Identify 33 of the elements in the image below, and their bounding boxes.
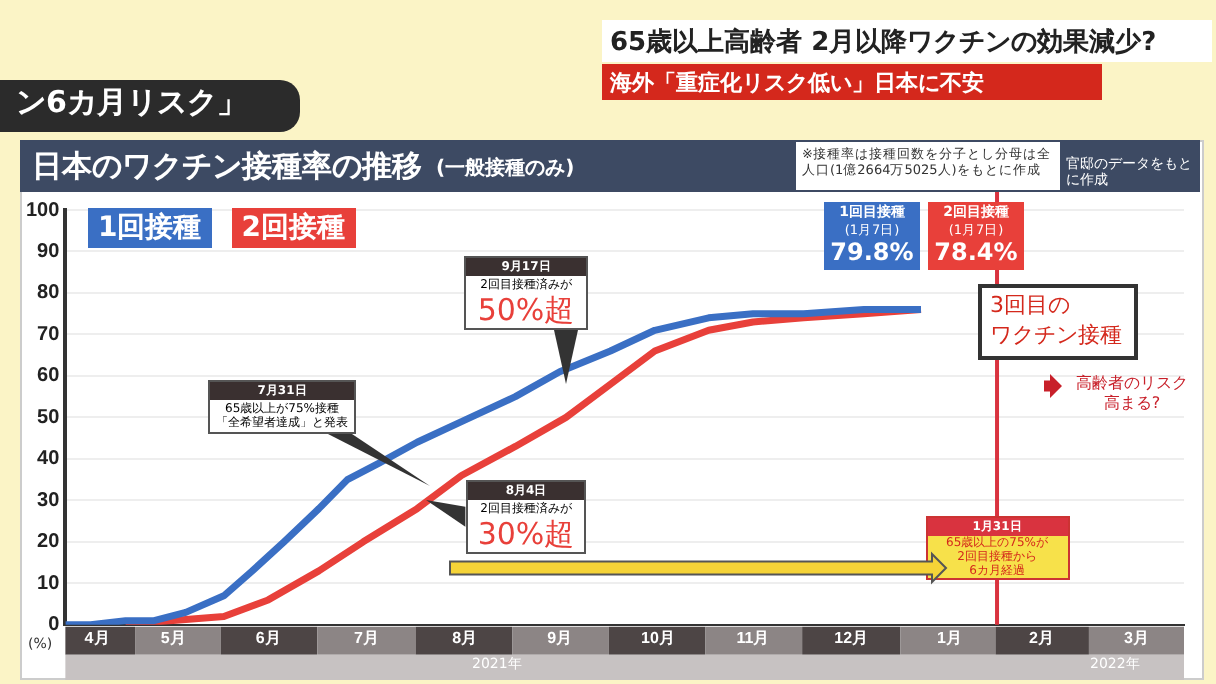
annotation: 3回目の — [990, 292, 1070, 320]
y-tick-label: 90 — [37, 240, 61, 263]
x-tick-label: 10月 — [641, 628, 675, 647]
x-tick-label: 5月 — [160, 628, 186, 647]
x-tick-label: 1月 — [937, 628, 962, 647]
x-tick-label: 11月 — [736, 628, 770, 647]
text: 海外「重症化リスク低い」日本に不安 — [602, 64, 1102, 100]
x-tick-label: 9月 — [547, 628, 573, 647]
text: 1回接種 — [88, 208, 212, 248]
y-tick-label: 60 — [37, 365, 61, 388]
text: ン6カ月リスク」 — [0, 80, 300, 132]
y-tick-label: 10 — [37, 572, 61, 595]
y-tick-label: 30 — [37, 489, 61, 512]
y-tick-label: 80 — [37, 282, 61, 305]
text: 2回接種 — [231, 208, 355, 248]
y-tick-label: 0 — [48, 614, 61, 637]
annotation: ワクチン接種 — [990, 322, 1122, 350]
x-tick-label: 3月 — [1124, 628, 1149, 647]
annotation: 高齢者のリスク高まる? — [1074, 374, 1190, 414]
x-tick-label: 8月 — [452, 628, 478, 647]
chart-subtitle: (一般接種のみ) — [436, 155, 575, 182]
y-tick-label: 40 — [37, 448, 61, 471]
y-tick-label: 70 — [37, 323, 61, 346]
y-tick-label: 20 — [37, 531, 61, 554]
x-tick-label: 4月 — [84, 628, 110, 647]
y-tick-label: 100 — [25, 199, 61, 222]
y-tick-label: 50 — [37, 406, 61, 429]
text: 65歳以上高齢者 2月以降ワクチンの効果減少? — [602, 20, 1212, 62]
x-tick-label: 2月 — [1028, 628, 1054, 647]
x-tick-label: 6月 — [255, 628, 281, 647]
x-tick-label: 7月 — [353, 628, 379, 647]
chart-title: 日本のワクチン接種率の推移 — [32, 146, 422, 186]
x-tick-label: 12月 — [834, 628, 869, 647]
